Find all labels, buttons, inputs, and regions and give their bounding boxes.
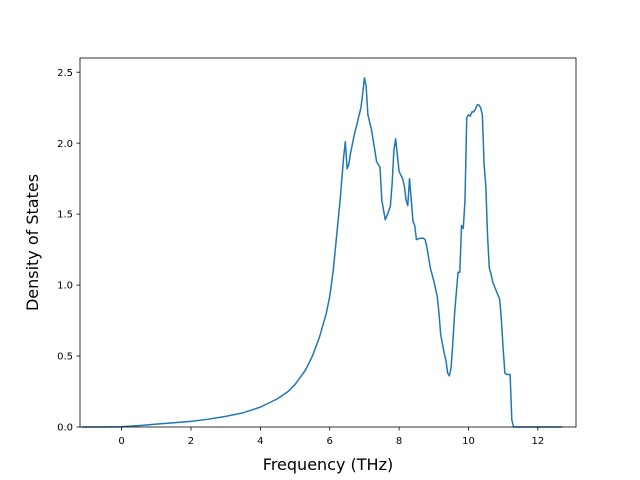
x-axis-label: Frequency (THz)	[263, 455, 393, 474]
x-tick-label: 10	[462, 436, 475, 447]
x-tick-label: 0	[118, 436, 124, 447]
y-tick-label: 2.0	[57, 139, 73, 150]
x-tick-label: 8	[396, 436, 402, 447]
y-tick-label: 0.5	[57, 352, 73, 363]
x-axis-ticks: 0 2 4 6 8 10 12	[118, 427, 544, 447]
series-line-0	[81, 77, 563, 428]
x-tick-label: 12	[531, 436, 544, 447]
y-axis-label: Density of States	[23, 174, 42, 311]
y-tick-label: 0.0	[57, 423, 73, 434]
x-tick-label: 4	[257, 436, 263, 447]
y-axis-ticks: 0.0 0.5 1.0 1.5 2.0 2.5	[57, 68, 80, 434]
y-tick-label: 1.5	[57, 210, 73, 221]
y-tick-label: 1.0	[57, 281, 73, 292]
y-tick-label: 2.5	[57, 68, 73, 79]
axes-frame	[79, 57, 577, 428]
x-tick-label: 2	[188, 436, 194, 447]
x-tick-label: 6	[327, 436, 333, 447]
plot-area	[81, 77, 563, 428]
